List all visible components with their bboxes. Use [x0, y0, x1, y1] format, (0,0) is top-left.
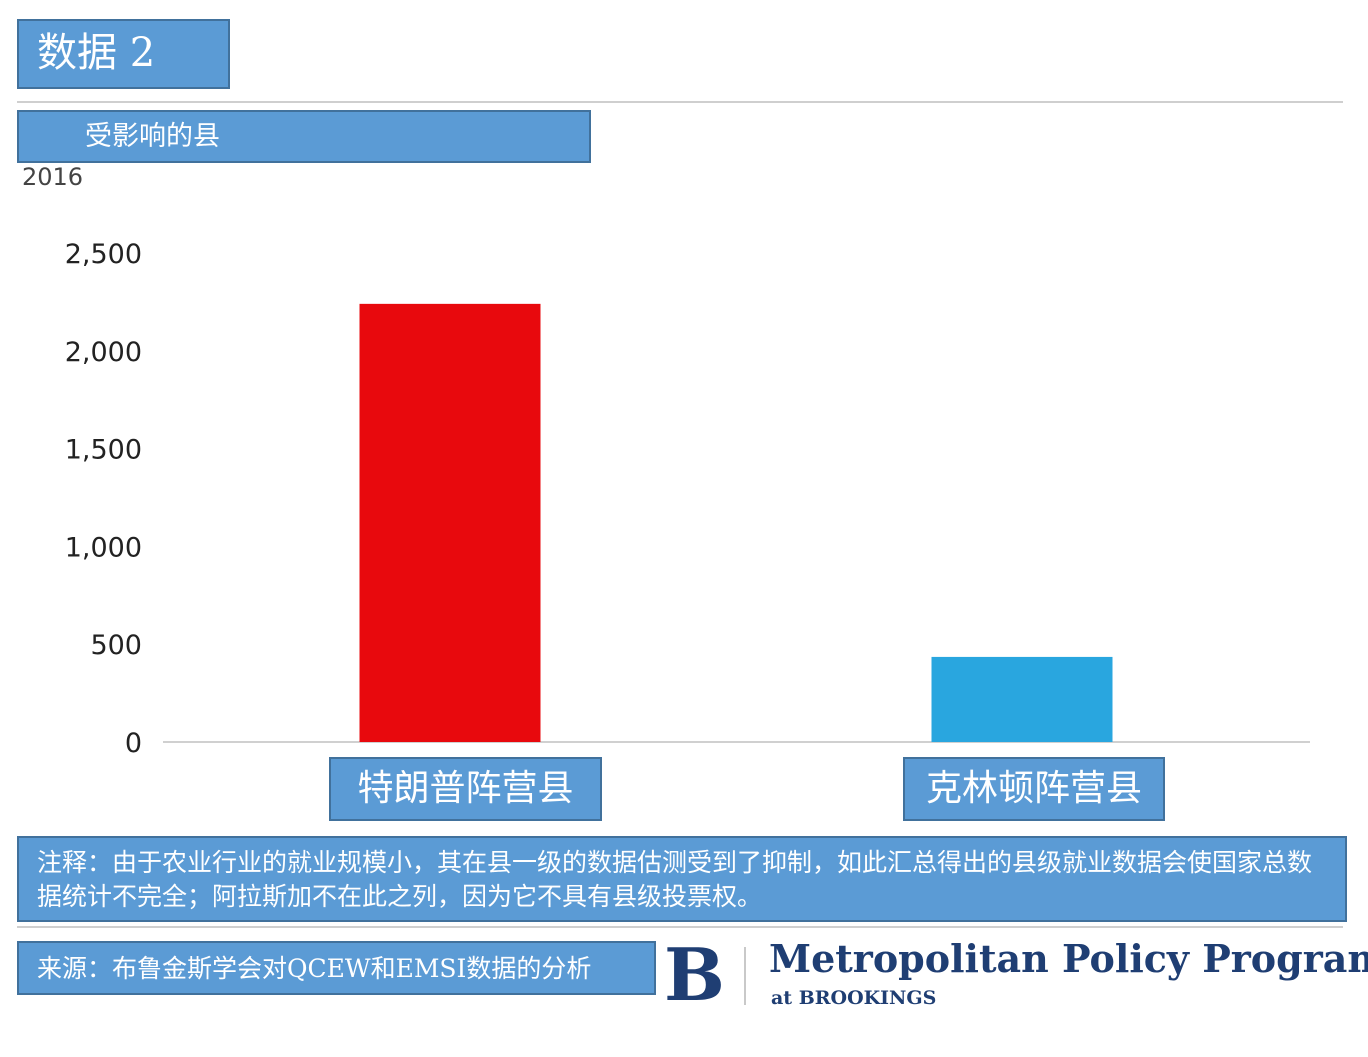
bars: [359, 303, 1113, 742]
y-tick-label: 2,000: [65, 337, 142, 368]
program-name: Metropolitan Policy Program: [769, 936, 1368, 981]
chart-subtitle: 受影响的县: [85, 121, 220, 152]
logo-separator: [744, 947, 746, 1005]
figure-title-box: 数据 2: [17, 19, 230, 89]
y-axis: 0 500 1,000 1,500 2,000 2,500: [65, 239, 142, 759]
y-tick-label: 0: [125, 728, 142, 759]
brookings-logo: B: [664, 932, 725, 1017]
bar-0: [359, 303, 541, 742]
y-tick-label: 2,500: [65, 239, 142, 270]
footer-divider: [17, 926, 1343, 928]
category-label-text: 克林顿阵营县: [925, 768, 1142, 809]
category-label-text: 特朗普阵营县: [357, 768, 574, 809]
figure-title: 数据 2: [37, 30, 156, 76]
chart-subtitle-box: 受影响的县: [17, 110, 591, 163]
program-subtitle: at BROOKINGS: [771, 987, 937, 1009]
source-box: 来源：布鲁金斯学会对QCEW和EMSI数据的分析: [17, 941, 656, 995]
category-label-trump: 特朗普阵营县: [329, 757, 602, 821]
y-tick-label: 1,500: [65, 435, 142, 466]
bar-chart: 0 500 1,000 1,500 2,000 2,500: [65, 239, 1310, 759]
source-text: 来源：布鲁金斯学会对QCEW和EMSI数据的分析: [37, 954, 592, 983]
bar-1: [931, 656, 1113, 742]
y-tick-label: 1,000: [65, 532, 142, 563]
category-label-clinton: 克林顿阵营县: [903, 757, 1165, 821]
header-divider: [17, 101, 1343, 103]
note-box: 注释：由于农业行业的就业规模小，其在县一级的数据估测受到了抑制，如此汇总得出的县…: [17, 836, 1347, 922]
note-text: 注释：由于农业行业的就业规模小，其在县一级的数据估测受到了抑制，如此汇总得出的县…: [37, 848, 1313, 911]
y-tick-label: 500: [90, 630, 142, 661]
year-label: 2016: [22, 163, 84, 191]
